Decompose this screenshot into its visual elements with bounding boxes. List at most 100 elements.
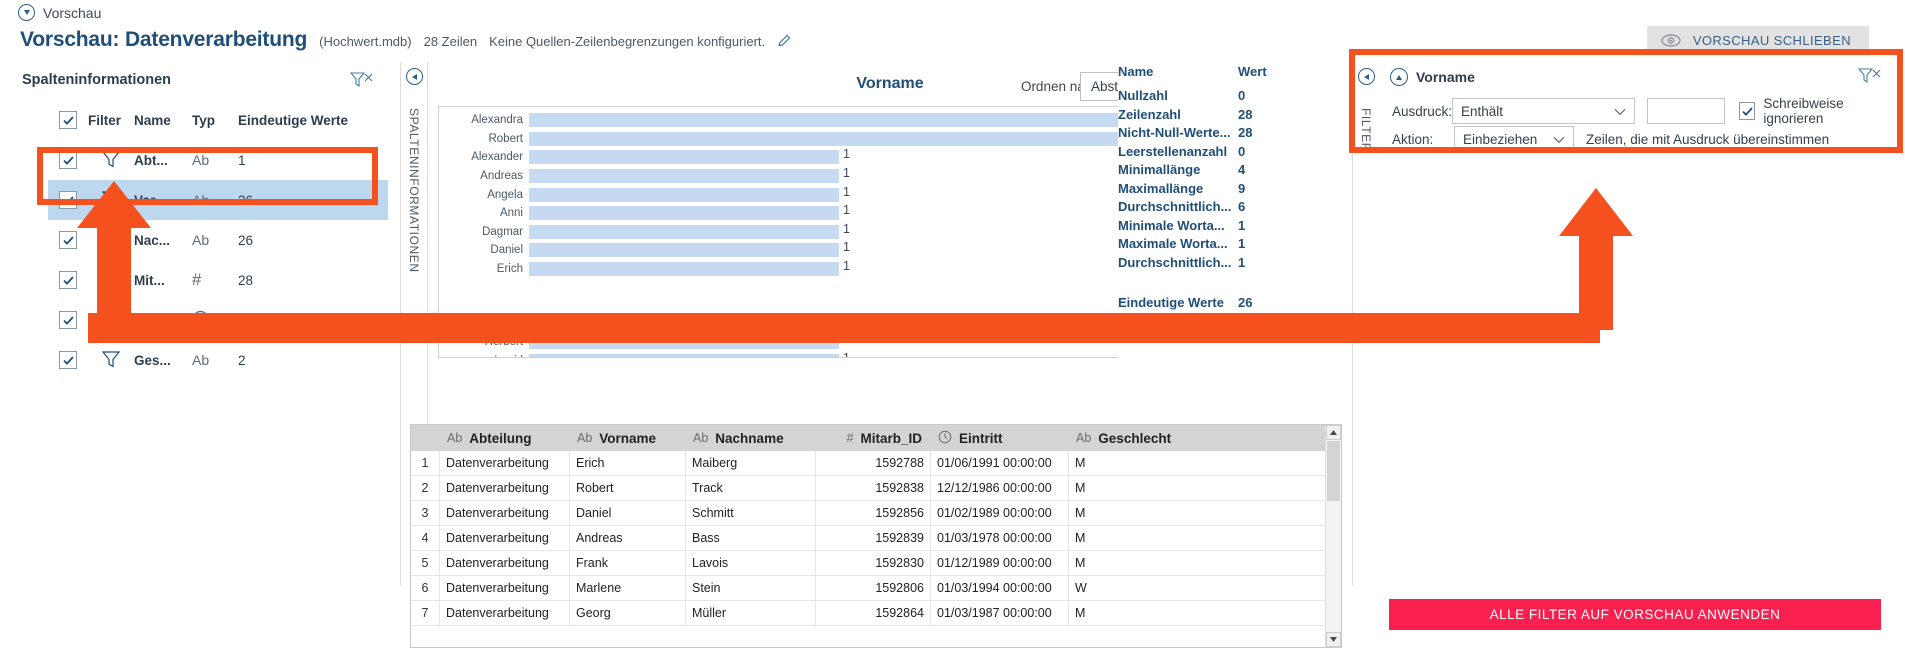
grid-header-geschlecht[interactable]: Ab Geschlecht	[1068, 431, 1218, 446]
ignore-case-checkbox[interactable]	[1738, 102, 1756, 120]
chevron-down-icon	[1602, 104, 1626, 119]
collapse-left-icon[interactable]	[406, 68, 423, 85]
column-name: Vor...	[134, 192, 167, 208]
grid-header-type: Ab	[1076, 431, 1092, 445]
close-preview-button[interactable]: VORSCHAU SCHLIEBEN	[1646, 26, 1869, 55]
stats-row-value: 4	[1238, 162, 1246, 178]
cell-vorname: Frank	[569, 551, 685, 575]
column-unique-count: 25	[238, 312, 254, 328]
histogram-bar	[529, 353, 839, 357]
select-all-checkbox[interactable]	[48, 111, 88, 129]
column-row-abt[interactable]: Abt... Ab 1	[48, 140, 388, 180]
pencil-icon[interactable]	[777, 34, 791, 48]
clear-filter-icon[interactable]	[349, 70, 374, 90]
stats-row-value: 1	[1238, 217, 1246, 233]
cell-vorname: Robert	[569, 476, 685, 500]
cell-abteilung: Datenverarbeitung	[439, 476, 569, 500]
grid-header-eintritt[interactable]: Eintritt	[930, 430, 1068, 447]
row-checkbox[interactable]	[59, 271, 77, 289]
grid-scrollbar[interactable]	[1325, 425, 1341, 647]
histogram-bar-row[interactable]: Alexander 1	[439, 147, 1339, 167]
histogram-category-label: Anni	[499, 207, 523, 220]
stats-row: Zeilenzahl 28	[1118, 105, 1350, 124]
funnel-empty-icon[interactable]	[101, 309, 121, 332]
row-count: 28 Zeilen	[423, 34, 478, 49]
funnel-empty-icon[interactable]	[101, 229, 121, 252]
row-checkbox[interactable]	[59, 351, 77, 369]
histogram-bar-row[interactable]: Andreas 1	[439, 166, 1339, 186]
grid-header-abteilung[interactable]: Ab Abteilung	[439, 431, 569, 446]
stats-header-value: Wert	[1238, 63, 1267, 79]
grid-header-type: Ab	[693, 431, 709, 445]
column-row-nac[interactable]: Nac... Ab 26	[48, 220, 388, 260]
grid-header-nachname[interactable]: Ab Nachname	[685, 431, 815, 446]
funnel-empty-icon[interactable]	[101, 149, 121, 172]
ausdruck-select[interactable]: Enthält	[1452, 98, 1635, 124]
table-row[interactable]: 3 Datenverarbeitung Daniel Schmitt 1592856 01…	[411, 501, 1341, 526]
cell-nachname: Müller	[685, 601, 815, 625]
cell-nachname: Schmitt	[685, 501, 815, 525]
histogram-bar-row[interactable]: Erich 1	[439, 259, 1339, 279]
clock-type-icon	[938, 430, 952, 447]
column-name: Eint...	[134, 312, 171, 328]
cell-nachname: Maiberg	[685, 451, 815, 475]
histogram-bar	[529, 224, 839, 239]
histogram-bar-row[interactable]: Daniel 1	[439, 240, 1339, 260]
cell-abteilung: Datenverarbeitung	[439, 551, 569, 575]
grid-scrollbar-thumb[interactable]	[1327, 441, 1340, 501]
filter-tab[interactable]: FILTER	[1352, 62, 1380, 586]
ignore-case-group[interactable]: Schreibweise ignorieren	[1738, 96, 1896, 126]
table-row[interactable]: 4 Datenverarbeitung Andreas Bass 1592839 01/0…	[411, 526, 1341, 551]
aktion-select[interactable]: Einbeziehen	[1454, 126, 1574, 152]
column-type: #	[192, 270, 238, 290]
grid-header-vorname[interactable]: Ab Vorname	[569, 431, 685, 446]
column-row-vor[interactable]: Vor... Ab 26	[48, 180, 388, 220]
column-row-mit[interactable]: Mit... #28	[48, 260, 388, 300]
apply-all-filters-button[interactable]: ALLE FILTER AUF VORSCHAU ANWENDEN	[1389, 599, 1881, 630]
table-row[interactable]: 5 Datenverarbeitung Frank Lavois 1592830 01/1…	[411, 551, 1341, 576]
breadcrumb[interactable]: Vorschau	[18, 4, 101, 21]
clock-type-icon	[192, 310, 209, 330]
histogram-bar	[529, 243, 839, 258]
collapse-up-icon[interactable]	[1390, 68, 1408, 86]
row-checkbox[interactable]	[59, 151, 77, 169]
grid-scroll-down-arrow[interactable]	[1326, 632, 1341, 647]
collapse-left-icon[interactable]	[1358, 68, 1375, 85]
histogram-bar-row[interactable]: Alexandra2	[439, 110, 1339, 130]
apply-all-filters-label: ALLE FILTER AUF VORSCHAU ANWENDEN	[1489, 607, 1781, 622]
table-row[interactable]: 7 Datenverarbeitung Georg Müller 1592864 01/0…	[411, 601, 1341, 626]
stats-row-value: 1	[1238, 236, 1246, 252]
funnel-filled-icon[interactable]	[101, 189, 121, 212]
column-row-ges[interactable]: Ges... Ab 2	[48, 340, 388, 380]
table-row[interactable]: 6 Datenverarbeitung Marlene Stein 1592806 01/…	[411, 576, 1341, 601]
histogram-bar-row[interactable]: Dagmar 1	[439, 222, 1339, 242]
stats-row-value: 28	[1238, 125, 1253, 141]
header-name: Name	[134, 112, 171, 128]
row-checkbox[interactable]	[59, 311, 77, 329]
table-row[interactable]: 2 Datenverarbeitung Robert Track 1592838 12/1…	[411, 476, 1341, 501]
grid-header-label: Vorname	[599, 430, 657, 446]
histogram-bar-row[interactable]: Ingrid 1	[439, 351, 1339, 357]
stats-header: Name Wert	[1118, 62, 1350, 81]
stats-row-value: 28	[1238, 106, 1253, 122]
funnel-empty-icon[interactable]	[101, 349, 121, 372]
column-row-eint[interactable]: Eint... 25	[48, 300, 388, 340]
row-checkbox[interactable]	[59, 191, 77, 209]
grid-scroll-up-arrow[interactable]	[1326, 425, 1341, 440]
column-type: Ab	[192, 352, 238, 368]
row-checkbox[interactable]	[59, 231, 77, 249]
histogram-value-label: 1	[843, 147, 850, 162]
histogram-bar	[529, 169, 839, 184]
clear-filter-icon[interactable]	[1857, 66, 1882, 86]
cell-abteilung: Datenverarbeitung	[439, 526, 569, 550]
stats-row: Maximale Worta... 1	[1118, 235, 1350, 254]
stats-row-value: 9	[1238, 180, 1246, 196]
grid-header-mitarb_id[interactable]: # Mitarb_ID	[815, 431, 930, 446]
funnel-empty-icon[interactable]	[101, 269, 121, 292]
ausdruck-input[interactable]	[1646, 98, 1725, 124]
histogram-bar-row[interactable]: Anni 1	[439, 203, 1339, 223]
row-index: 6	[421, 581, 429, 595]
table-row[interactable]: 1 Datenverarbeitung Erich Maiberg 1592788 01/…	[411, 451, 1341, 476]
columns-panel-title: Spalteninformationen	[22, 72, 172, 88]
histogram-bar-row[interactable]: Angela 1	[439, 185, 1339, 204]
